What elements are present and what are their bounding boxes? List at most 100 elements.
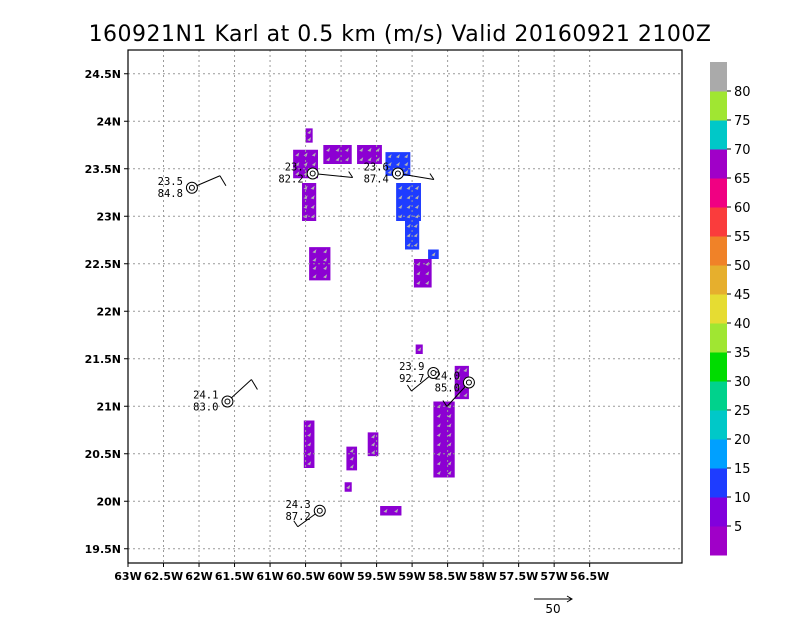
wind-arrow [312, 274, 317, 279]
wind-arrow [310, 195, 315, 200]
wind-arrow [303, 171, 308, 176]
storm-center-inner [430, 370, 437, 376]
heatmap-cell [413, 259, 432, 288]
colorbar-tick-label: 80 [734, 85, 751, 100]
wind-arrow [371, 450, 376, 455]
wind-arrow [335, 157, 340, 162]
wind-arrow [404, 154, 409, 159]
wind-arrow [310, 185, 315, 190]
heatmap-cell [357, 145, 382, 164]
wind-arrow [344, 157, 349, 162]
x-tick-label: 56.5W [570, 570, 609, 583]
storm-center-inner [224, 398, 231, 405]
wind-arrow [406, 185, 411, 190]
wind-arrow [406, 204, 411, 209]
colorbar-swatch [710, 265, 727, 295]
wind-arrow [295, 162, 300, 166]
y-axis-ticks: 19.5N 20N 20.5N 21N 21.5N 22N 22.5N 23N 23.5N 24N… [85, 68, 128, 556]
colorbar-swatch [710, 236, 727, 266]
wind-arrow [303, 195, 308, 200]
wind-arrow [414, 214, 419, 219]
x-tick-label: 63W [114, 570, 141, 583]
wind-barb-shaft [397, 173, 434, 180]
gridlines [127, 50, 682, 563]
storm-center-outer [313, 504, 326, 517]
x-tick-label: 58W [469, 570, 496, 583]
wind-barb-flag [251, 379, 258, 390]
wind-arrow [295, 171, 300, 176]
wind-barb-flag [348, 171, 354, 178]
wind-barb-flag [442, 400, 448, 407]
heatmap-cell [305, 128, 313, 143]
wind-arrow [359, 147, 364, 152]
storm-center-outer [462, 376, 475, 389]
y-tick-label: 21.5N [85, 353, 121, 366]
wind-arrow [323, 257, 328, 262]
wind-arrow [323, 274, 328, 279]
storm-label-top: 24.0 [435, 371, 460, 383]
x-tick-label: 62.5W [144, 570, 183, 583]
wind-arrow [349, 456, 354, 461]
storm-centers: 23.584.8 23.82.2 23.687.4 24.183.0 23.992.7 2… [158, 162, 475, 523]
wind-arrow [323, 265, 328, 270]
x-tick-label: 60W [327, 570, 354, 583]
wind-arrow [456, 384, 461, 389]
storm-center-inner [309, 170, 316, 177]
storm-center-outer [185, 181, 198, 194]
x-tick-label: 57.5W [499, 570, 538, 583]
colorbar-tick-label: 35 [734, 346, 751, 361]
wind-arrow [413, 242, 418, 247]
storm-label-bottom: 87.2 [285, 511, 310, 523]
wind-arrow [406, 223, 411, 228]
colorbar-tick-label: 60 [734, 201, 751, 216]
wind-arrow [447, 442, 452, 447]
wind-arrow [456, 368, 461, 373]
heatmap-cell [380, 506, 402, 516]
x-tick-label: 59.5W [357, 570, 396, 583]
colorbar-swatch [710, 207, 727, 237]
colorbar-swatch [710, 468, 727, 498]
wind-arrow [311, 152, 316, 157]
wind-arrow [307, 442, 312, 447]
colorbar-swatch [710, 497, 727, 527]
wind-arrow [303, 152, 308, 157]
wind-arrow [307, 137, 312, 142]
y-tick-label: 23N [96, 210, 121, 223]
wind-arrow [398, 214, 403, 219]
colorbar-tick-label: 70 [734, 143, 751, 158]
colorbar-tick-label: 45 [734, 288, 751, 303]
storm-center-outer [221, 395, 234, 408]
colorbar-tick-label: 75 [734, 114, 751, 129]
heatmap-cell [454, 365, 469, 400]
wind-arrow [395, 162, 400, 166]
wind-arrow [307, 432, 312, 437]
wind-arrow [367, 147, 372, 152]
colorbar-swatch [710, 352, 727, 382]
x-tick-label: 62W [185, 570, 212, 583]
wind-arrow [406, 242, 411, 247]
wind-arrow [416, 280, 421, 285]
reference-vector-head [566, 595, 573, 603]
colorbar-tick-label: 20 [734, 433, 751, 448]
storm-center-outer [306, 167, 319, 180]
storm-center-inner [465, 379, 472, 386]
wind-arrow [425, 261, 430, 266]
colorbar: 5 10 15 20 25 30 35 40 45 50 55 60 65 70 75 80 [710, 62, 751, 556]
y-tick-label: 20N [96, 495, 121, 508]
y-tick-label: 24N [96, 115, 121, 128]
wind-arrow [447, 470, 452, 475]
colorbar-swatch [710, 381, 727, 411]
chart-title: 160921N1 Karl at 0.5 km (m/s) Valid 2016… [89, 22, 712, 47]
wind-arrow [326, 157, 331, 162]
storm-center-outer [427, 367, 440, 379]
wind-arrow [436, 432, 441, 437]
wind-arrow [416, 271, 421, 276]
wind-arrow [436, 442, 441, 447]
wind-arrow [387, 162, 392, 166]
wind-arrow [436, 470, 441, 475]
colorbar-swatch [710, 323, 727, 353]
wind-arrow [425, 280, 430, 285]
heatmap-cell [323, 145, 352, 164]
wind-arrow [307, 461, 312, 466]
wind-arrow [371, 442, 376, 447]
